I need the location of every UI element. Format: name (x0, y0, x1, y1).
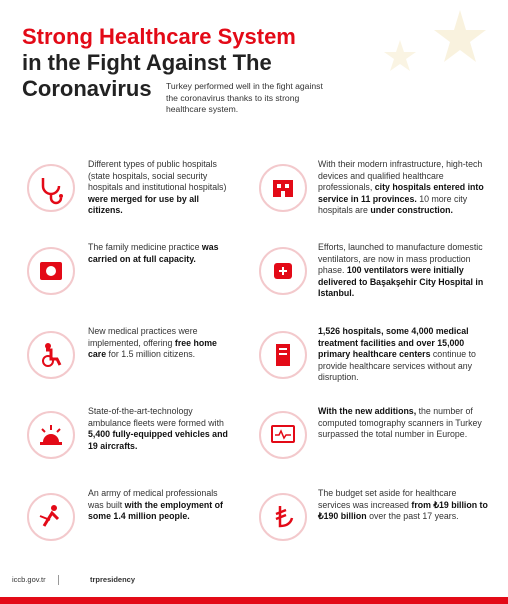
bold-text: free home care (88, 337, 217, 360)
item-icon (27, 164, 75, 212)
bold-text: 1,526 hospitals, some 4,000 medical trea… (318, 326, 469, 360)
text: An army of medical professionals was bui… (88, 488, 218, 510)
title-line: Coronavirus (22, 76, 152, 101)
item-text: State-of-the-art-technology ambulance fl… (88, 406, 228, 452)
text: 10 more city hospitals are (318, 193, 468, 216)
title-line: in the Fight Against The (22, 50, 272, 75)
item-icon (27, 331, 75, 379)
text: Efforts, launched to manufacture domesti… (318, 242, 483, 276)
subtitle: Turkey performed well in the fight again… (166, 81, 323, 114)
item-text: The budget set aside for healthcare serv… (318, 488, 490, 523)
text: continue to provide healthcare services … (318, 349, 476, 383)
text: the number of computed tomography scanne… (318, 406, 482, 440)
footer-bar (0, 597, 508, 604)
item-text: Efforts, launched to manufacture domesti… (318, 242, 490, 300)
social-handle: trpresidency (90, 575, 136, 584)
item-icon (259, 493, 307, 541)
star-decoration (384, 10, 486, 71)
text: The family medicine practice (88, 242, 202, 252)
item-icon (27, 493, 75, 541)
text: With their modern infrastructure, high-t… (318, 159, 483, 193)
separator (58, 575, 59, 585)
bold-text: under construction. (370, 205, 453, 216)
item-text: New medical practices were implemented, … (88, 326, 228, 361)
item-text: 1,526 hospitals, some 4,000 medical trea… (318, 326, 490, 384)
bold-text: 100 ventilators were initially delivered… (318, 265, 484, 299)
bold-text: was carried on at full capacity. (88, 242, 219, 264)
item-icon (259, 411, 307, 459)
item-icon (27, 411, 75, 459)
website: iccb.gov.tr (12, 575, 46, 584)
title-line: Strong Healthcare System (22, 24, 296, 49)
bold-text: from ₺19 billion to ₺190 billion (318, 499, 488, 522)
bold-text: were merged for use by all citizens. (88, 193, 199, 216)
item-text: An army of medical professionals was bui… (88, 488, 228, 523)
text: New medical practices were implemented, … (88, 326, 198, 348)
item-icon (259, 164, 307, 212)
bold-text: city hospitals entered into service in 1… (318, 182, 484, 204)
item-icon (27, 247, 75, 295)
text: Different types of public hospitals (sta… (88, 159, 227, 193)
text: over the past 17 years. (366, 511, 459, 522)
item-text: With their modern infrastructure, high-t… (318, 159, 490, 217)
text: The budget set aside for healthcare serv… (318, 488, 457, 510)
item-text: With the new additions, the number of co… (318, 406, 490, 441)
item-text: The family medicine practice was carried… (88, 242, 228, 265)
bold-text: with the employment of some 1.4 million … (88, 499, 223, 522)
text: for 1.5 million citizens. (106, 349, 196, 360)
item-text: Different types of public hospitals (sta… (88, 159, 228, 217)
bold-text: 5,400 fully-equipped vehicles and 19 air… (88, 429, 228, 451)
item-icon (259, 331, 307, 379)
text: State-of-the-art-technology ambulance fl… (88, 406, 224, 428)
bold-text: With the new additions, (318, 406, 417, 416)
item-icon (259, 247, 307, 295)
